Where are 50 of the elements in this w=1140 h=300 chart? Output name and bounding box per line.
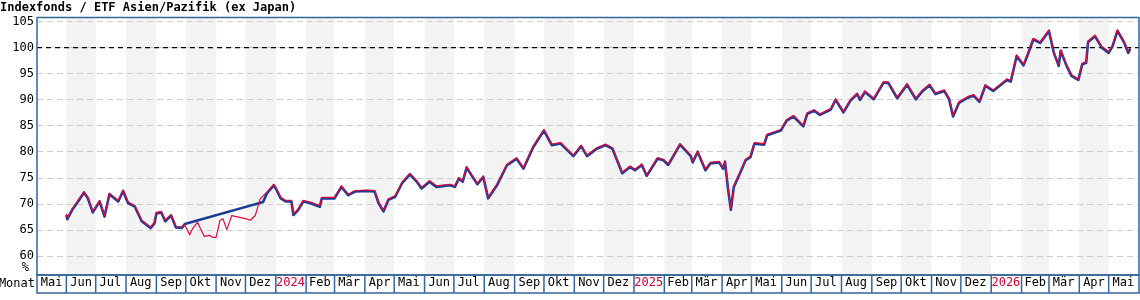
- x-tick-label: 2025: [634, 275, 664, 290]
- x-tick-label: Mai: [40, 275, 63, 290]
- x-tick-label: Sep: [875, 275, 898, 290]
- y-tick-label: 105: [12, 13, 34, 28]
- y-axis-title: %: [21, 260, 30, 275]
- x-tick-label: Feb: [667, 275, 689, 290]
- x-tick-label: Apr: [1083, 275, 1105, 290]
- x-tick-label: Okt: [547, 275, 570, 290]
- y-tick-label: 100: [12, 39, 34, 54]
- y-tick-label: 60: [19, 248, 34, 263]
- x-tick-label: Mai: [755, 275, 777, 290]
- x-axis-title: Monat: [0, 276, 35, 291]
- x-tick-label: Apr: [368, 275, 391, 290]
- x-tick-label: Aug: [129, 275, 152, 290]
- y-tick-label: 80: [19, 144, 34, 159]
- x-tick-label: Mär: [695, 275, 718, 290]
- x-tick-label: Feb: [1024, 275, 1047, 290]
- x-tick-label: Apr: [725, 275, 748, 290]
- x-tick-label: Okt: [189, 275, 212, 290]
- x-tick-label: Mai: [398, 275, 420, 290]
- x-tick-label: Okt: [905, 275, 927, 290]
- x-tick-label: Aug: [845, 275, 867, 290]
- x-tick-label: Mai: [1112, 275, 1135, 290]
- chart-title: Indexfonds / ETF Asien/Pazifik (ex Japan): [0, 0, 297, 15]
- x-tick-label: Nov: [219, 275, 242, 290]
- x-tick-label: Sep: [518, 275, 541, 290]
- x-tick-label: Jun: [785, 275, 808, 290]
- y-tick-label: 70: [19, 196, 34, 211]
- x-tick-label: Mär: [1052, 275, 1075, 290]
- x-tick-label: Sep: [160, 275, 182, 290]
- x-tick-label: Nov: [578, 275, 600, 290]
- x-tick-label: Nov: [935, 275, 958, 290]
- x-tick-label: Aug: [488, 275, 510, 290]
- x-tick-label: Jun: [70, 275, 92, 290]
- x-tick-label: Jul: [814, 275, 837, 290]
- x-tick-label: 2024: [276, 275, 305, 290]
- x-tick-label: Mär: [338, 275, 361, 290]
- x-tick-label: Jul: [99, 275, 122, 290]
- x-tick-label: Jul: [457, 275, 480, 290]
- x-tick-label: Dez: [607, 275, 630, 290]
- x-tick-label: Feb: [309, 275, 331, 290]
- x-tick-label: Jun: [428, 275, 451, 290]
- y-tick-label: 95: [19, 65, 34, 80]
- y-tick-label: 90: [19, 91, 34, 106]
- x-tick-label: Dez: [964, 275, 987, 290]
- x-tick-label: Dez: [249, 275, 271, 290]
- y-tick-label: 75: [19, 170, 34, 185]
- y-tick-label: 65: [19, 222, 34, 237]
- y-tick-label: 85: [19, 117, 34, 132]
- x-tick-label: 2026: [991, 275, 1021, 290]
